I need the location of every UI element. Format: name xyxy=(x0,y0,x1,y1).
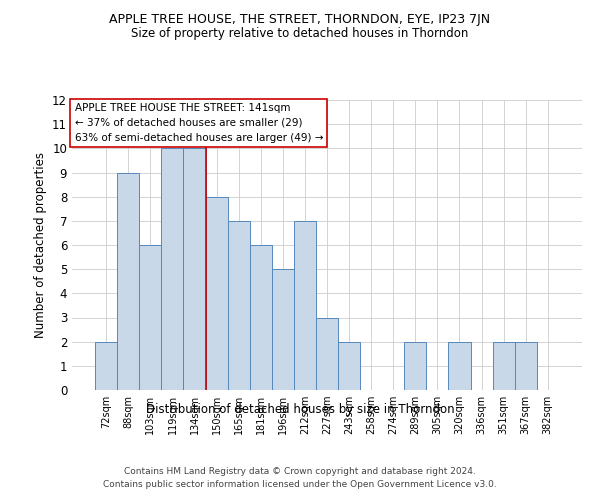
Bar xyxy=(515,342,537,390)
Bar xyxy=(316,318,338,390)
Bar xyxy=(493,342,515,390)
Bar xyxy=(272,269,294,390)
Y-axis label: Number of detached properties: Number of detached properties xyxy=(34,152,47,338)
Bar xyxy=(404,342,427,390)
Bar xyxy=(294,221,316,390)
Text: Contains HM Land Registry data © Crown copyright and database right 2024.: Contains HM Land Registry data © Crown c… xyxy=(124,468,476,476)
Text: Contains public sector information licensed under the Open Government Licence v3: Contains public sector information licen… xyxy=(103,480,497,489)
Bar xyxy=(206,196,227,390)
Text: Distribution of detached houses by size in Thorndon: Distribution of detached houses by size … xyxy=(146,402,454,415)
Bar xyxy=(250,245,272,390)
Bar xyxy=(95,342,117,390)
Text: APPLE TREE HOUSE, THE STREET, THORNDON, EYE, IP23 7JN: APPLE TREE HOUSE, THE STREET, THORNDON, … xyxy=(109,12,491,26)
Bar xyxy=(227,221,250,390)
Bar xyxy=(161,148,184,390)
Bar xyxy=(117,172,139,390)
Bar xyxy=(139,245,161,390)
Bar xyxy=(184,148,206,390)
Text: APPLE TREE HOUSE THE STREET: 141sqm
← 37% of detached houses are smaller (29)
63: APPLE TREE HOUSE THE STREET: 141sqm ← 37… xyxy=(74,103,323,142)
Bar xyxy=(448,342,470,390)
Bar xyxy=(338,342,360,390)
Text: Size of property relative to detached houses in Thorndon: Size of property relative to detached ho… xyxy=(131,28,469,40)
